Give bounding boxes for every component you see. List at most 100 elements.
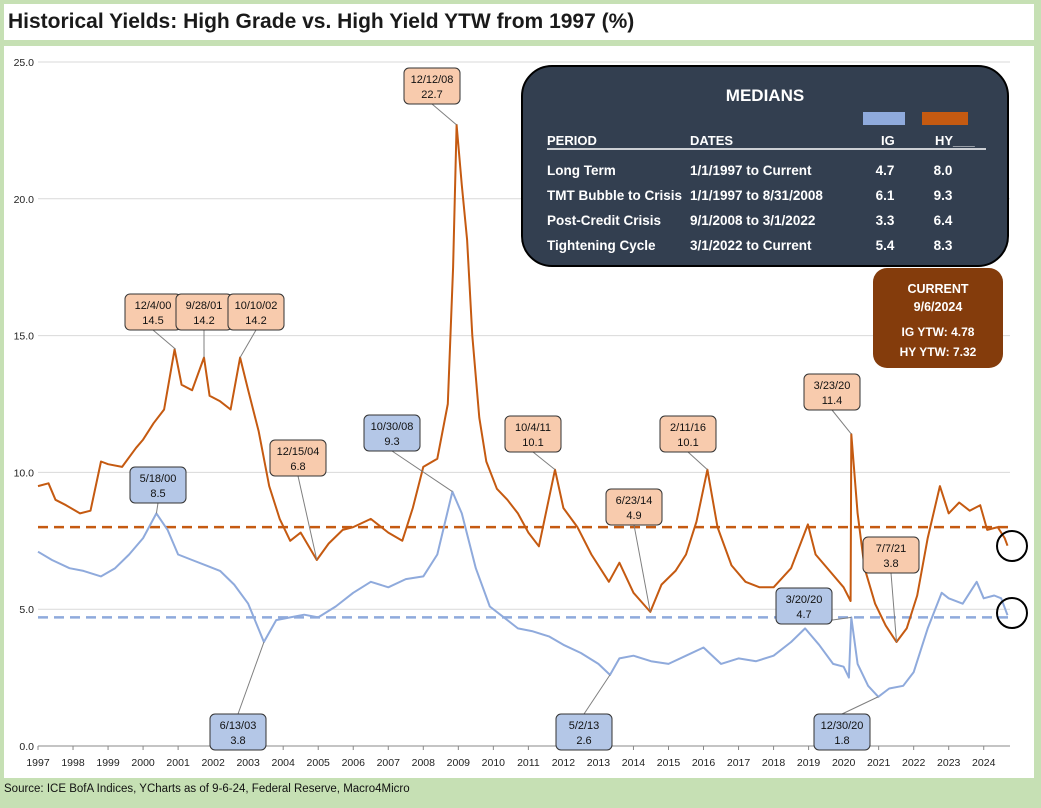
x-tick-label: 2008 bbox=[412, 757, 436, 769]
y-tick-label: 5.0 bbox=[19, 604, 34, 616]
callout-value: 6.8 bbox=[290, 461, 305, 473]
current-title: CURRENT bbox=[907, 282, 968, 296]
chart-area: 0.0 5.0 10.0 15.0 20.0 25.0 1997 1998 1999 2000 2… bbox=[4, 46, 1034, 778]
medians-ig-value: 6.1 bbox=[876, 188, 895, 203]
current-box: CURRENT 9/6/2024 IG YTW: 4.78 HY YTW: 7.… bbox=[873, 268, 1003, 368]
ig-callout: 10/30/08 9.3 bbox=[363, 414, 421, 452]
ig-series-line bbox=[37, 490, 1009, 698]
current-hy-ytw: HY YTW: 7.32 bbox=[900, 345, 977, 359]
hy-callout: 3/23/20 11.4 bbox=[803, 373, 861, 411]
x-tick-label: 2022 bbox=[902, 757, 926, 769]
ig-callout-leader bbox=[155, 502, 159, 514]
medians-period: Long Term bbox=[547, 163, 616, 178]
x-tick-label: 2004 bbox=[272, 757, 296, 769]
medians-period: Post-Credit Crisis bbox=[547, 213, 661, 228]
x-axis-ticks: 1997 1998 1999 2000 2001 2002 2003 2004 2005 2006… bbox=[26, 746, 996, 769]
y-axis-ticks: 0.0 5.0 10.0 15.0 20.0 25.0 bbox=[14, 57, 35, 753]
medians-dates: 1/1/1997 to 8/31/2008 bbox=[690, 188, 823, 203]
callouts: 12/4/00 14.5 9/28/01 14.2 10/10/02 14.2 12/15/… bbox=[124, 67, 920, 751]
medians-box: MEDIANS PERIOD DATES IG HY___ Long Term 1… bbox=[521, 65, 1009, 267]
callout-date: 3/20/20 bbox=[786, 594, 823, 606]
callout-value: 14.2 bbox=[193, 315, 214, 327]
hy-callout-leader bbox=[890, 572, 898, 643]
callout-box bbox=[813, 713, 871, 751]
x-tick-label: 2023 bbox=[937, 757, 961, 769]
callout-box bbox=[363, 414, 421, 452]
callout-date: 12/4/00 bbox=[135, 300, 172, 312]
callout-box bbox=[659, 415, 717, 453]
medians-dates: 1/1/1997 to Current bbox=[690, 163, 812, 178]
medians-ig-value: 4.7 bbox=[876, 163, 895, 178]
ig-callout: 5/2/13 2.6 bbox=[555, 713, 613, 751]
x-tick-label: 2003 bbox=[236, 757, 260, 769]
x-tick-label: 2011 bbox=[517, 757, 540, 769]
callout-box bbox=[775, 587, 833, 625]
hy-current-marker-circle bbox=[996, 530, 1028, 562]
ig-callout: 5/18/00 8.5 bbox=[129, 466, 187, 504]
callout-box bbox=[403, 67, 461, 105]
hy-callout-leader bbox=[152, 329, 176, 350]
x-tick-label: 2013 bbox=[587, 757, 611, 769]
ig-callout-leader bbox=[583, 674, 611, 715]
medians-period: Tightening Cycle bbox=[547, 238, 656, 253]
callout-box bbox=[605, 488, 663, 526]
ig-callout-leader bbox=[391, 450, 453, 492]
medians-hy-value: 8.3 bbox=[934, 238, 953, 253]
hy-callout-leader bbox=[831, 409, 852, 435]
x-tick-label: 2005 bbox=[307, 757, 331, 769]
hy-callout: 10/10/02 14.2 bbox=[227, 293, 285, 331]
callout-box bbox=[803, 373, 861, 411]
callout-value: 3.8 bbox=[230, 735, 245, 747]
medians-rows: Long Term 1/1/1997 to Current 4.7 8.0 TMT Bu… bbox=[547, 163, 953, 253]
x-tick-label: 2018 bbox=[762, 757, 786, 769]
callout-value: 11.4 bbox=[822, 395, 843, 407]
x-tick-label: 2021 bbox=[867, 757, 891, 769]
callout-date: 5/18/00 bbox=[140, 473, 177, 485]
callout-value: 22.7 bbox=[421, 89, 442, 101]
callout-value: 2.6 bbox=[576, 735, 591, 747]
y-tick-label: 20.0 bbox=[14, 194, 35, 206]
ig-callout: 6/13/03 3.8 bbox=[209, 713, 267, 751]
hy-callout: 12/12/08 22.7 bbox=[403, 67, 461, 105]
callout-box bbox=[862, 536, 920, 574]
ig-callout-leader bbox=[237, 641, 265, 715]
callout-value: 9.3 bbox=[384, 436, 399, 448]
medians-hy-value: 9.3 bbox=[934, 188, 953, 203]
x-tick-label: 1999 bbox=[96, 757, 120, 769]
callout-date: 12/30/20 bbox=[821, 720, 864, 732]
callout-date: 12/12/08 bbox=[411, 74, 454, 86]
callout-value: 4.7 bbox=[796, 609, 811, 621]
medians-ig-value: 3.3 bbox=[876, 213, 895, 228]
ig-callout-leader bbox=[841, 696, 879, 715]
x-tick-label: 2006 bbox=[342, 757, 366, 769]
medians-row: TMT Bubble to Crisis 1/1/1997 to 8/31/200… bbox=[547, 188, 953, 203]
ig-legend-swatch bbox=[863, 112, 905, 125]
current-box-bg bbox=[873, 268, 1003, 368]
hy-callout-leader bbox=[431, 103, 457, 126]
callout-leaders bbox=[152, 103, 898, 715]
callout-value: 1.8 bbox=[834, 735, 849, 747]
current-ig-ytw: IG YTW: 4.78 bbox=[902, 325, 975, 339]
hy-callout: 10/4/11 10.1 bbox=[504, 415, 562, 453]
median-lines bbox=[38, 525, 1010, 619]
hy-callout-leader bbox=[633, 524, 651, 613]
x-tick-label: 2001 bbox=[166, 757, 190, 769]
medians-header-period: PERIOD bbox=[547, 133, 597, 148]
medians-title: MEDIANS bbox=[726, 86, 804, 105]
chart-title: Historical Yields: High Grade vs. High Y… bbox=[4, 4, 1034, 40]
x-tick-label: 2024 bbox=[972, 757, 996, 769]
callout-value: 8.5 bbox=[150, 488, 165, 500]
x-tick-label: 1998 bbox=[61, 757, 85, 769]
callout-value: 14.2 bbox=[245, 315, 266, 327]
medians-hy-value: 8.0 bbox=[934, 163, 953, 178]
medians-row: Post-Credit Crisis 9/1/2008 to 3/1/2022 3.… bbox=[547, 213, 953, 228]
x-tick-label: 2015 bbox=[657, 757, 681, 769]
callout-date: 3/23/20 bbox=[814, 380, 851, 392]
callout-box bbox=[129, 466, 187, 504]
medians-header-ig: IG bbox=[881, 133, 895, 148]
y-tick-label: 15.0 bbox=[14, 331, 35, 343]
x-tick-label: 2002 bbox=[201, 757, 225, 769]
hy-callout: 2/11/16 10.1 bbox=[659, 415, 717, 453]
hy-callout-leader bbox=[297, 475, 318, 561]
medians-dates: 9/1/2008 to 3/1/2022 bbox=[690, 213, 815, 228]
